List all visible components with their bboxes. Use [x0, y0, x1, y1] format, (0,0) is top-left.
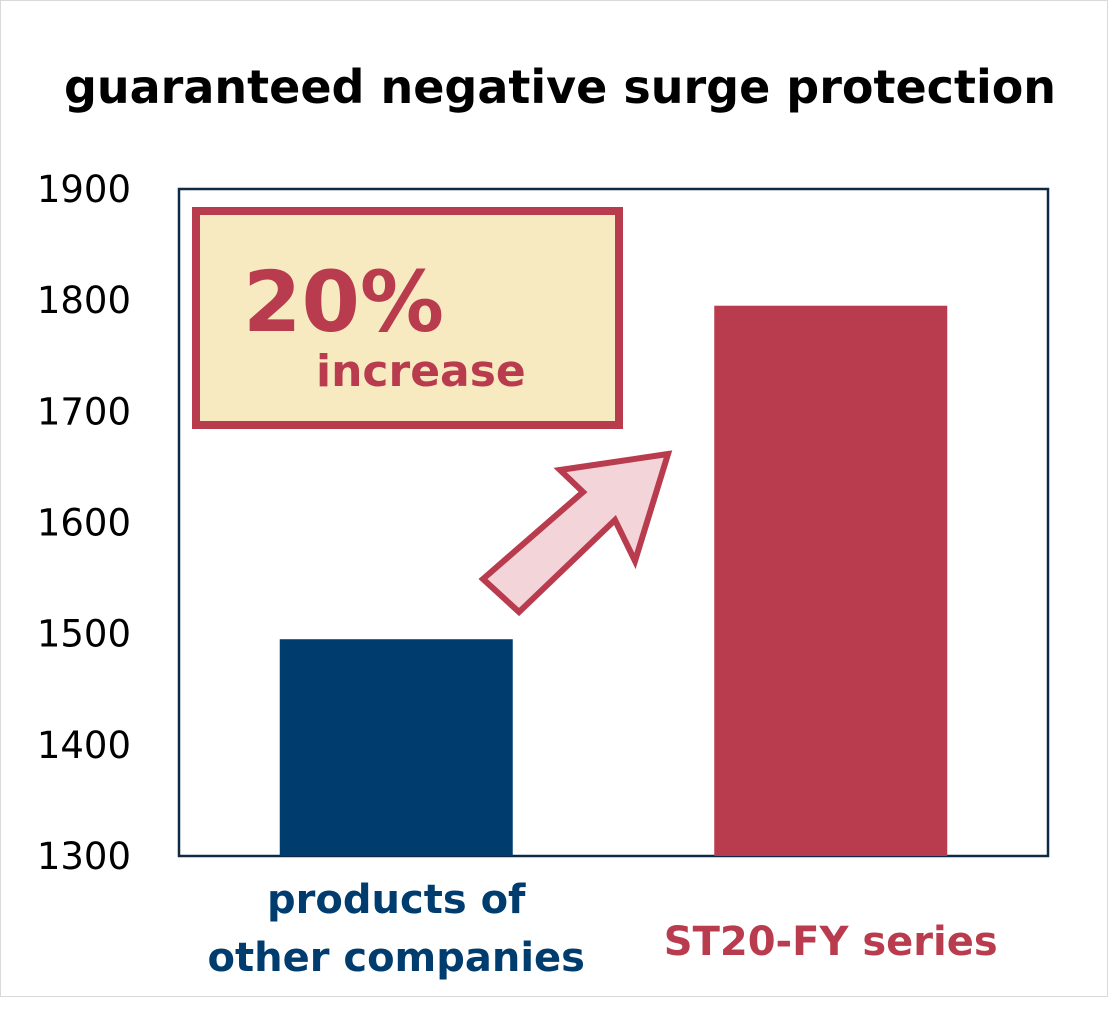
bars: [279, 305, 948, 857]
bar: [714, 305, 948, 857]
increase-callout: 20% increase: [192, 207, 623, 429]
y-tick-label: 1600: [37, 502, 131, 545]
y-tick-label: 1800: [37, 279, 131, 322]
chart-title: guaranteed negative surge protection: [64, 60, 1056, 114]
y-tick-label: 1400: [37, 724, 131, 767]
callout-box: [192, 207, 623, 429]
callout-percent: 20%: [243, 253, 444, 351]
category-label: other companies: [208, 935, 585, 981]
bar: [279, 639, 513, 856]
y-tick-label: 1300: [37, 835, 131, 878]
y-tick-label: 1500: [37, 613, 131, 656]
y-tick-label: 1900: [37, 168, 131, 211]
category-label: ST20-FY series: [664, 919, 998, 965]
y-tick-label: 1700: [37, 390, 131, 433]
callout-text: increase: [316, 346, 526, 397]
y-axis-ticks: 1300 1400 1500 1600 1700 1800 1900: [37, 168, 131, 878]
up-right-arrow-icon: [478, 450, 673, 617]
x-axis-labels: products of other companies ST20-FY series: [208, 877, 998, 981]
category-label: products of: [267, 877, 526, 923]
